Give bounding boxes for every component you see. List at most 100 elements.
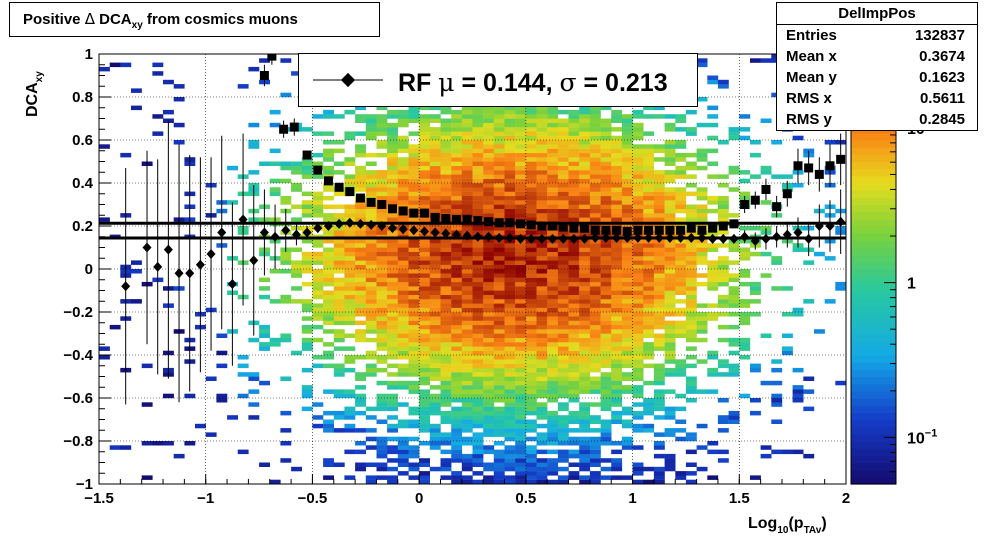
heatmap-bin: [237, 363, 249, 369]
heatmap-bin: [653, 174, 665, 179]
heatmap-bin: [515, 316, 527, 321]
heatmap-bin: [568, 208, 580, 214]
heatmap-bin: [493, 307, 505, 313]
heatmap-bin: [493, 423, 505, 429]
heatmap-bin: [387, 152, 398, 158]
heatmap-bin: [557, 170, 569, 175]
heatmap-bin: [344, 286, 356, 291]
heatmap-bin: [397, 260, 409, 265]
heatmap-bin: [632, 423, 644, 429]
heatmap-bin: [782, 174, 793, 179]
heatmap-bin: [557, 320, 569, 326]
heatmap-bin: [216, 333, 228, 338]
data-point-diamond: [548, 233, 558, 244]
heatmap-bin: [323, 316, 334, 321]
heatmap-bin: [397, 238, 409, 244]
heatmap-bin: [461, 290, 473, 295]
data-point-square: [697, 225, 707, 235]
heatmap-bin: [557, 436, 569, 442]
heatmap-bin: [429, 320, 441, 326]
heatmap-bin: [525, 428, 537, 433]
heatmap-bin: [600, 131, 612, 136]
heatmap-bin: [664, 286, 676, 291]
data-point-square: [590, 225, 600, 235]
heatmap-bin: [621, 273, 633, 278]
heatmap-bin: [408, 410, 420, 416]
heatmap-bin: [355, 466, 366, 472]
stats-row: RMS y 0.2845: [777, 109, 977, 130]
heatmap-bin: [568, 114, 580, 119]
heatmap-bin: [760, 170, 772, 175]
heatmap-bin: [525, 346, 537, 351]
heatmap-bin: [493, 226, 505, 231]
heatmap-bin: [429, 243, 441, 248]
data-point-diamond: [494, 232, 504, 243]
heatmap-bin: [461, 178, 473, 184]
heatmap-bin: [376, 299, 388, 304]
heatmap-bin: [301, 191, 313, 197]
heatmap-bin: [408, 423, 420, 429]
heatmap-bin: [685, 281, 697, 287]
heatmap-bin: [429, 299, 441, 304]
heatmap-bin: [536, 441, 548, 446]
heatmap-bin: [643, 290, 655, 295]
heatmap-bin: [419, 389, 430, 394]
heatmap-bin: [579, 479, 591, 484]
heatmap-bin: [248, 389, 260, 394]
heatmap-bin: [611, 260, 623, 265]
heatmap-bin: [440, 410, 452, 416]
heatmap-bin: [397, 385, 409, 390]
heatmap-bin: [355, 208, 366, 214]
heatmap-bin: [600, 406, 612, 412]
heatmap-bin: [728, 337, 740, 343]
heatmap-bin: [525, 475, 537, 480]
heatmap-bin: [579, 385, 591, 390]
heatmap-bin: [547, 294, 559, 300]
heatmap-bin: [461, 165, 473, 171]
heatmap-bin: [504, 329, 516, 334]
heatmap-bin: [429, 260, 441, 265]
data-point-square: [516, 219, 526, 229]
heatmap-bin: [451, 376, 463, 381]
heatmap-bin: [355, 183, 366, 188]
heatmap-bin: [536, 213, 548, 218]
heatmap-bin: [365, 324, 377, 330]
heatmap-bin: [461, 109, 473, 115]
heatmap-bin: [589, 389, 601, 394]
heatmap-bin: [376, 436, 388, 442]
heatmap-bin: [493, 449, 505, 455]
heatmap-bin: [312, 251, 324, 257]
heatmap-bin: [408, 118, 420, 123]
x-tick-label: −1.5: [84, 490, 114, 507]
heatmap-bin: [525, 445, 537, 450]
heatmap-bin: [525, 294, 537, 300]
heatmap-bin: [493, 157, 505, 162]
heatmap-bin: [579, 260, 591, 265]
heatmap-bin: [707, 277, 719, 283]
heatmap-bin: [376, 312, 388, 317]
palette-swatch: [851, 240, 896, 249]
heatmap-bin: [621, 118, 633, 123]
heatmap-bin: [408, 152, 420, 158]
heatmap-bin: [451, 389, 463, 394]
heatmap-bin: [483, 355, 495, 360]
heatmap-bin: [515, 174, 527, 179]
heatmap-bin: [504, 458, 516, 463]
heatmap-bin: [696, 466, 708, 472]
heatmap-bin: [632, 367, 644, 373]
heatmap-bin: [835, 380, 846, 386]
heatmap-bin: [675, 320, 687, 326]
heatmap-bin: [696, 316, 708, 321]
heatmap-bin: [461, 294, 473, 300]
heatmap-bin: [643, 260, 655, 265]
heatmap-bin: [472, 157, 484, 162]
data-point-square: [708, 223, 718, 233]
heatmap-bin: [408, 372, 420, 377]
heatmap-bin: [408, 273, 420, 278]
heatmap-bin: [568, 127, 580, 132]
heatmap-bin: [621, 157, 633, 162]
heatmap-bin: [397, 337, 409, 343]
heatmap-bin: [408, 251, 420, 257]
heatmap-bin: [397, 307, 409, 313]
heatmap-bin: [589, 131, 601, 136]
